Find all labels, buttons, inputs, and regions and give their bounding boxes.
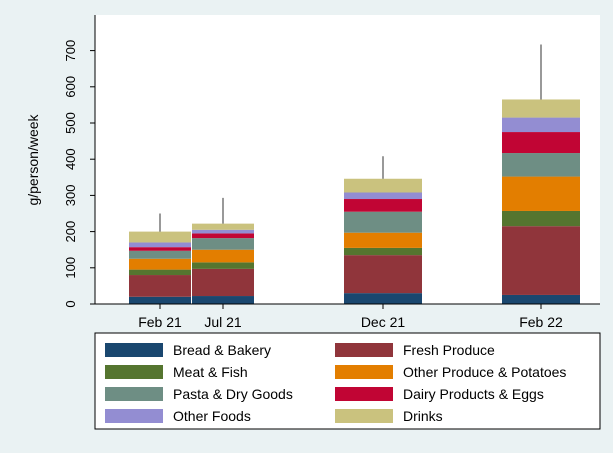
bar-segment	[129, 247, 191, 251]
bar-segment	[192, 268, 254, 297]
bar-segment	[192, 223, 254, 230]
bar-segment	[502, 210, 580, 227]
bar-segment	[129, 258, 191, 270]
legend-swatch	[335, 365, 393, 379]
bar-segment	[502, 99, 580, 118]
bar-segment	[502, 153, 580, 177]
legend-swatch	[105, 409, 163, 423]
x-tick-label: Feb 21	[138, 314, 182, 330]
legend-swatch	[335, 343, 393, 357]
legend-label: Other Foods	[173, 408, 251, 424]
bar-segment	[502, 117, 580, 133]
legend-swatch	[105, 365, 163, 379]
legend-label: Drinks	[403, 408, 443, 424]
legend-label: Fresh Produce	[403, 342, 495, 358]
legend-label: Pasta & Dry Goods	[173, 386, 293, 402]
axes-layer: 0 100 200 300 400 500 600 700 Feb 21 Jul 21 Dec 21…	[63, 15, 600, 330]
y-tick-label: 400	[63, 148, 78, 170]
legend-swatch	[105, 343, 163, 357]
bar-segment	[192, 229, 254, 234]
bar-segment	[344, 293, 422, 304]
bar-segment	[192, 296, 254, 304]
bar-segment	[344, 192, 422, 200]
y-tick-label: 200	[63, 221, 78, 243]
y-tick-label: 100	[63, 257, 78, 279]
legend-label: Dairy Products & Eggs	[403, 386, 544, 402]
bar-segment	[502, 294, 580, 304]
bar-segment	[192, 238, 254, 250]
y-tick-label: 700	[63, 40, 78, 62]
bar-segment	[502, 226, 580, 295]
legend: Bread & Bakery Fresh Produce Meat & Fish Ot…	[94, 332, 601, 430]
bar-segment	[129, 269, 191, 276]
y-tick-label: 0	[63, 300, 78, 307]
legend-label: Meat & Fish	[173, 364, 248, 380]
bar-segment	[502, 132, 580, 154]
bar-segment	[129, 275, 191, 297]
x-tick-label: Jul 21	[204, 314, 242, 330]
legend-label: Bread & Bakery	[173, 342, 271, 358]
legend-label: Other Produce & Potatoes	[403, 364, 566, 380]
y-tick-label: 500	[63, 112, 78, 134]
x-tick-label: Feb 22	[519, 314, 563, 330]
bars-layer	[129, 44, 580, 304]
legend-swatch	[335, 387, 393, 401]
bar-segment	[192, 233, 254, 239]
y-tick-label: 300	[63, 185, 78, 207]
bar-segment	[129, 231, 191, 243]
bar-segment	[129, 242, 191, 248]
y-axis-label: g/person/week	[25, 113, 41, 205]
bar-segment	[502, 176, 580, 211]
bar-segment	[344, 211, 422, 233]
bar-segment	[344, 232, 422, 248]
bar-segment	[129, 296, 191, 304]
bar-segment	[344, 178, 422, 193]
y-tick-label: 600	[63, 76, 78, 98]
bar-segment	[344, 199, 422, 212]
bar-segment	[344, 247, 422, 256]
legend-swatch	[335, 409, 393, 423]
bar-segment	[192, 262, 254, 269]
x-tick-label: Dec 21	[361, 314, 406, 330]
bar-segment	[129, 250, 191, 259]
bar-segment	[192, 249, 254, 263]
bar-segment	[344, 255, 422, 294]
legend-swatch	[105, 387, 163, 401]
